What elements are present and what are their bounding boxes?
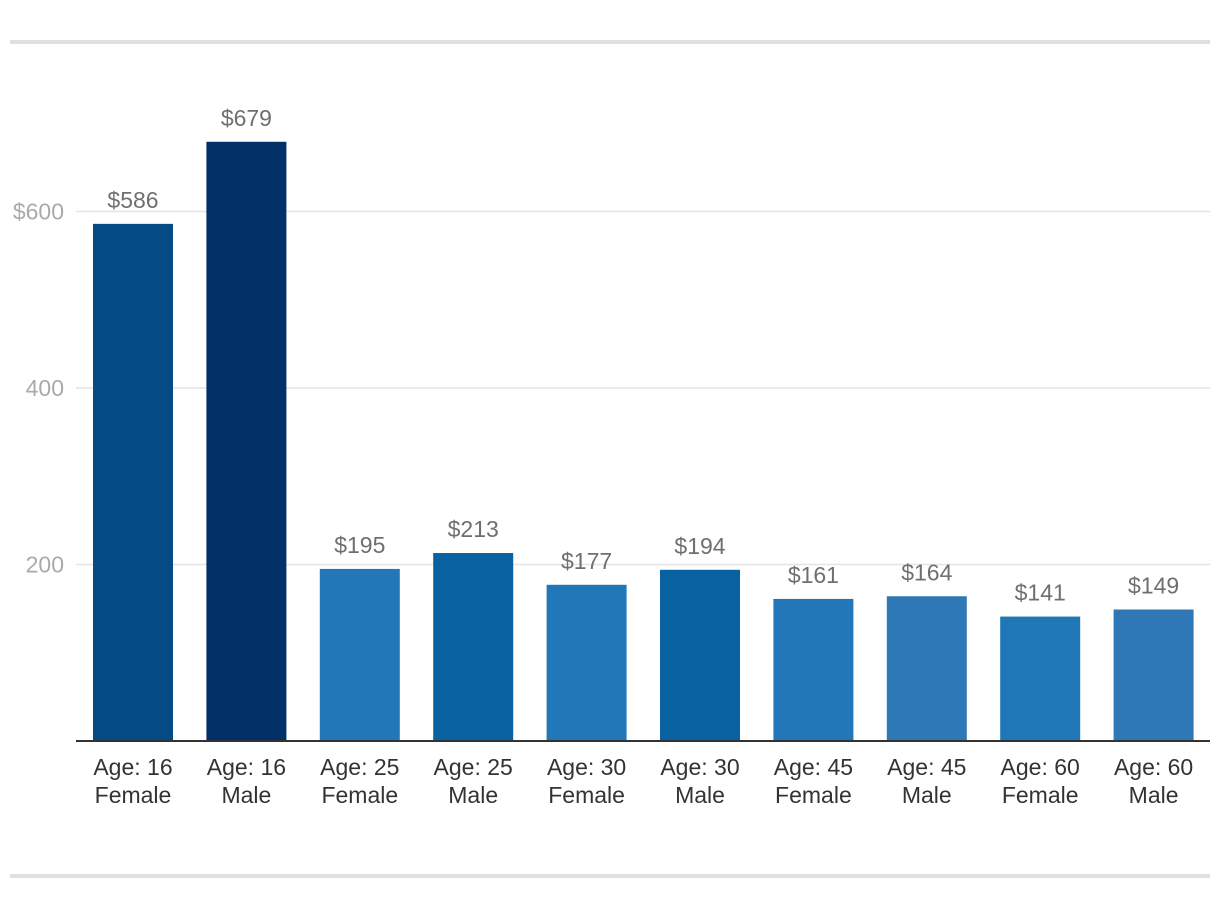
data-label: $194 [674,533,725,559]
bar [660,569,740,741]
x-tick-label-gender: Female [95,782,172,808]
x-tick-label-gender: Male [902,782,952,808]
x-tick-label-age: Age: 25 [434,754,513,780]
y-tick-label: 200 [26,552,64,578]
x-tick-label-gender: Female [1002,782,1079,808]
y-axis: 200 400 $600 [13,199,64,578]
data-label: $586 [107,187,158,213]
y-tick-label: 400 [26,375,64,401]
data-labels: $586 $679 $195 $213 $177 $194 $161 $164 $141 $149 [107,105,1179,606]
x-tick-label-gender: Male [675,782,725,808]
data-label: $177 [561,548,612,574]
x-tick-label-age: Age: 25 [320,754,399,780]
bar [1000,616,1081,741]
x-tick-label-gender: Male [221,782,271,808]
x-tick-label-gender: Male [1129,782,1179,808]
data-label: $679 [221,105,272,131]
x-tick-label-age: Age: 45 [887,754,966,780]
x-tick-label-age: Age: 60 [1114,754,1193,780]
x-tick-label-age: Age: 30 [660,754,739,780]
x-tick-label-age: Age: 30 [547,754,626,780]
x-tick-label-gender: Female [775,782,852,808]
data-label: $161 [788,562,839,588]
x-tick-label-age: Age: 16 [93,754,172,780]
bar [546,584,627,741]
bars [93,141,1194,742]
x-tick-label-age: Age: 45 [774,754,853,780]
data-label: $141 [1015,580,1066,606]
y-tick-label: $600 [13,199,64,225]
bar [886,596,967,741]
data-label: $149 [1128,573,1179,599]
x-tick-label-age: Age: 16 [207,754,286,780]
x-tick-label-gender: Male [448,782,498,808]
x-tick-label-age: Age: 60 [1001,754,1080,780]
bar [773,598,854,741]
bar [93,223,173,742]
data-label: $164 [901,559,952,585]
x-tick-label-gender: Female [321,782,398,808]
bar [1113,609,1194,741]
bar [433,553,514,741]
data-label: $213 [448,516,499,542]
x-tick-label-gender: Female [548,782,625,808]
bar [319,568,400,741]
data-label: $195 [334,532,385,558]
bar [206,141,287,742]
